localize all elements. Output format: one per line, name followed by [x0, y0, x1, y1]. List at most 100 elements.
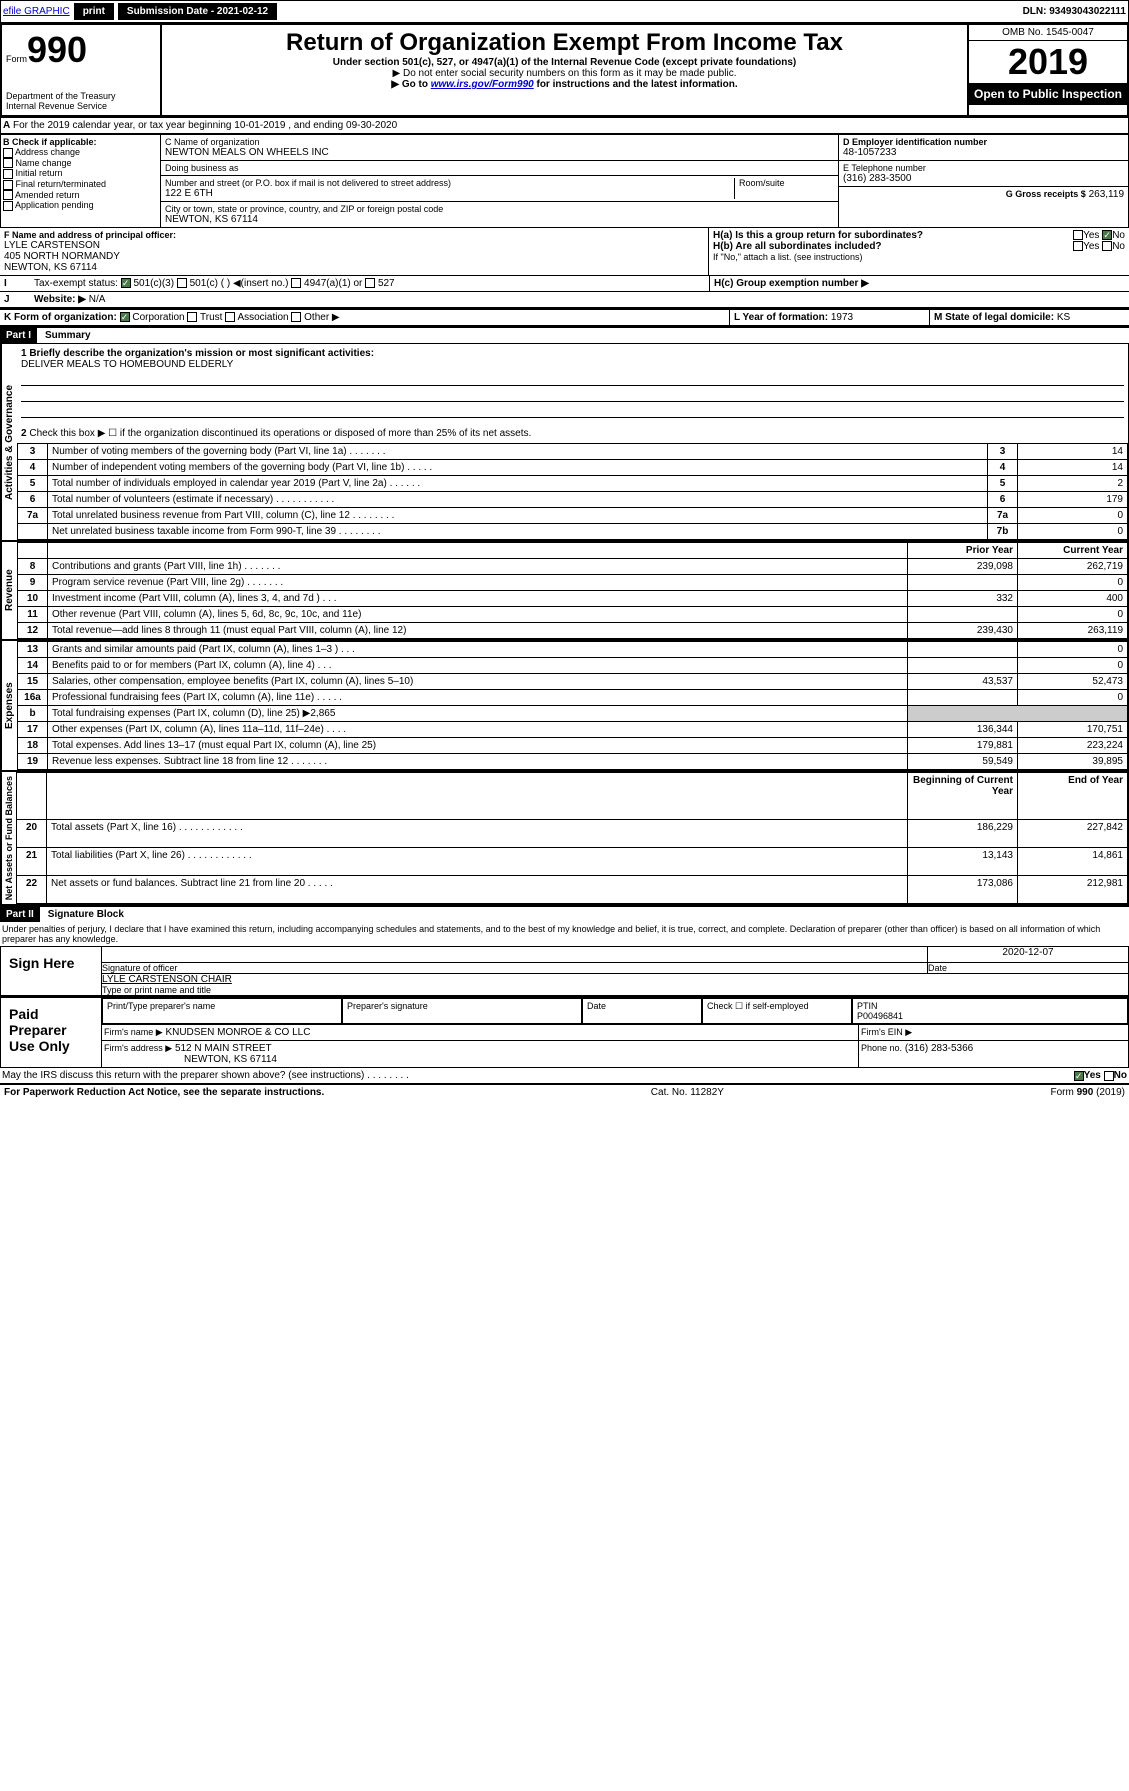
line-number: 11: [18, 607, 48, 623]
note1: ▶ Do not enter social security numbers o…: [166, 68, 963, 79]
final-return-checkbox[interactable]: [3, 180, 13, 190]
name-change-checkbox[interactable]: [3, 158, 13, 168]
phone: (316) 283-3500: [843, 173, 1124, 184]
current-value: 14,861: [1018, 848, 1128, 876]
sign-block: Sign Here Signature of officer 2020-12-0…: [0, 946, 1129, 997]
527-checkbox[interactable]: [365, 278, 375, 288]
line-number: b: [18, 706, 48, 722]
line-number: 4: [18, 460, 48, 476]
prior-value: 239,098: [908, 559, 1018, 575]
street-address: 122 E 6TH: [165, 188, 734, 199]
netassets-section: Net Assets or Fund Balances Beginning of…: [0, 771, 1129, 905]
application-pending-checkbox[interactable]: [3, 201, 13, 211]
footer: For Paperwork Reduction Act Notice, see …: [0, 1084, 1129, 1100]
dept: Department of the Treasury: [6, 91, 156, 101]
line-number: 7a: [18, 508, 48, 524]
omb: OMB No. 1545-0047: [969, 25, 1127, 41]
line-value: 0: [1018, 524, 1128, 540]
discuss-no-checkbox[interactable]: [1104, 1071, 1114, 1081]
current-value: 400: [1018, 591, 1128, 607]
year-formation: 1973: [831, 312, 853, 323]
line-number: 18: [18, 738, 48, 754]
current-value: 52,473: [1018, 674, 1128, 690]
line-label: Total number of volunteers (estimate if …: [48, 492, 988, 508]
form-number: 990: [27, 29, 87, 70]
tax-exempt-row: I Tax-exempt status: 501(c)(3) 501(c) ( …: [0, 276, 1129, 292]
group-yes-checkbox[interactable]: [1073, 230, 1083, 240]
trust-checkbox[interactable]: [187, 312, 197, 322]
instructions-link[interactable]: www.irs.gov/Form990: [431, 79, 534, 90]
corp-checkbox[interactable]: [120, 312, 130, 322]
ein: 48-1057233: [843, 147, 1124, 158]
line-label: Other revenue (Part VIII, column (A), li…: [48, 607, 908, 623]
firm-phone: (316) 283-5366: [905, 1043, 973, 1054]
current-value: 0: [1018, 607, 1128, 623]
print-button[interactable]: print: [74, 3, 114, 20]
prior-value: 179,881: [908, 738, 1018, 754]
501c3-checkbox[interactable]: [121, 278, 131, 288]
efile-link[interactable]: efile GRAPHIC: [3, 6, 70, 17]
line-value: 14: [1018, 460, 1128, 476]
prior-value: [908, 690, 1018, 706]
discuss-row: May the IRS discuss this return with the…: [0, 1068, 1129, 1084]
line-label: Benefits paid to or for members (Part IX…: [48, 658, 908, 674]
line-number: 3: [18, 444, 48, 460]
4947-checkbox[interactable]: [291, 278, 301, 288]
mission-text: DELIVER MEALS TO HOMEBOUND ELDERLY: [21, 359, 1124, 370]
group-no-checkbox[interactable]: [1102, 230, 1112, 240]
line-label: Contributions and grants (Part VIII, lin…: [48, 559, 908, 575]
assoc-checkbox[interactable]: [225, 312, 235, 322]
line-value: 14: [1018, 444, 1128, 460]
sub-yes-checkbox[interactable]: [1073, 241, 1083, 251]
current-value: 263,119: [1018, 623, 1128, 639]
line-label: Other expenses (Part IX, column (A), lin…: [48, 722, 908, 738]
city-state-zip: NEWTON, KS 67114: [165, 214, 834, 225]
firm-name: KNUDSEN MONROE & CO LLC: [165, 1027, 310, 1038]
sign-date: 2020-12-07: [928, 947, 1128, 963]
line-number: 9: [18, 575, 48, 591]
officer-city: NEWTON, KS 67114: [4, 262, 704, 273]
line-label: Professional fundraising fees (Part IX, …: [48, 690, 908, 706]
amended-return-checkbox[interactable]: [3, 190, 13, 200]
line-label: Number of independent voting members of …: [48, 460, 988, 476]
line-label: Total assets (Part X, line 16) . . . . .…: [47, 820, 908, 848]
line-number: 17: [18, 722, 48, 738]
part1-header: Part I Summary: [0, 326, 1129, 343]
other-checkbox[interactable]: [291, 312, 301, 322]
line-number: 16a: [18, 690, 48, 706]
line-number: [18, 524, 48, 540]
501c-checkbox[interactable]: [177, 278, 187, 288]
current-value: 0: [1018, 642, 1128, 658]
line-number: 8: [18, 559, 48, 575]
line-label: Salaries, other compensation, employee b…: [48, 674, 908, 690]
line-number: 6: [18, 492, 48, 508]
prior-value: 13,143: [908, 848, 1018, 876]
line-value: 179: [1018, 492, 1128, 508]
gross-receipts: 263,119: [1089, 189, 1124, 200]
line-label: Total number of individuals employed in …: [48, 476, 988, 492]
line-number: 10: [18, 591, 48, 607]
prior-value: 59,549: [908, 754, 1018, 770]
current-value: 0: [1018, 690, 1128, 706]
preparer-block: Paid Preparer Use Only Print/Type prepar…: [0, 997, 1129, 1068]
line-number: 20: [17, 820, 47, 848]
topbar: efile GRAPHIC print Submission Date - 20…: [0, 0, 1129, 23]
entity-block: B Check if applicable: Address change Na…: [0, 134, 1129, 228]
address-change-checkbox[interactable]: [3, 148, 13, 158]
officer-addr: 405 NORTH NORMANDY: [4, 251, 704, 262]
prior-value: [908, 607, 1018, 623]
ptin: P00496841: [857, 1011, 903, 1021]
discuss-yes-checkbox[interactable]: [1074, 1071, 1084, 1081]
sub-no-checkbox[interactable]: [1102, 241, 1112, 251]
current-value: 0: [1018, 575, 1128, 591]
line-number: 12: [18, 623, 48, 639]
col-d: D Employer identification number 48-1057…: [838, 135, 1128, 227]
open-public: Open to Public Inspection: [969, 83, 1127, 105]
initial-return-checkbox[interactable]: [3, 169, 13, 179]
irs: Internal Revenue Service: [6, 101, 156, 111]
col-c: C Name of organization NEWTON MEALS ON W…: [161, 135, 838, 227]
firm-addr1: 512 N MAIN STREET: [175, 1043, 272, 1054]
line-label: Total liabilities (Part X, line 26) . . …: [47, 848, 908, 876]
line-number: 14: [18, 658, 48, 674]
line-number: 13: [18, 642, 48, 658]
